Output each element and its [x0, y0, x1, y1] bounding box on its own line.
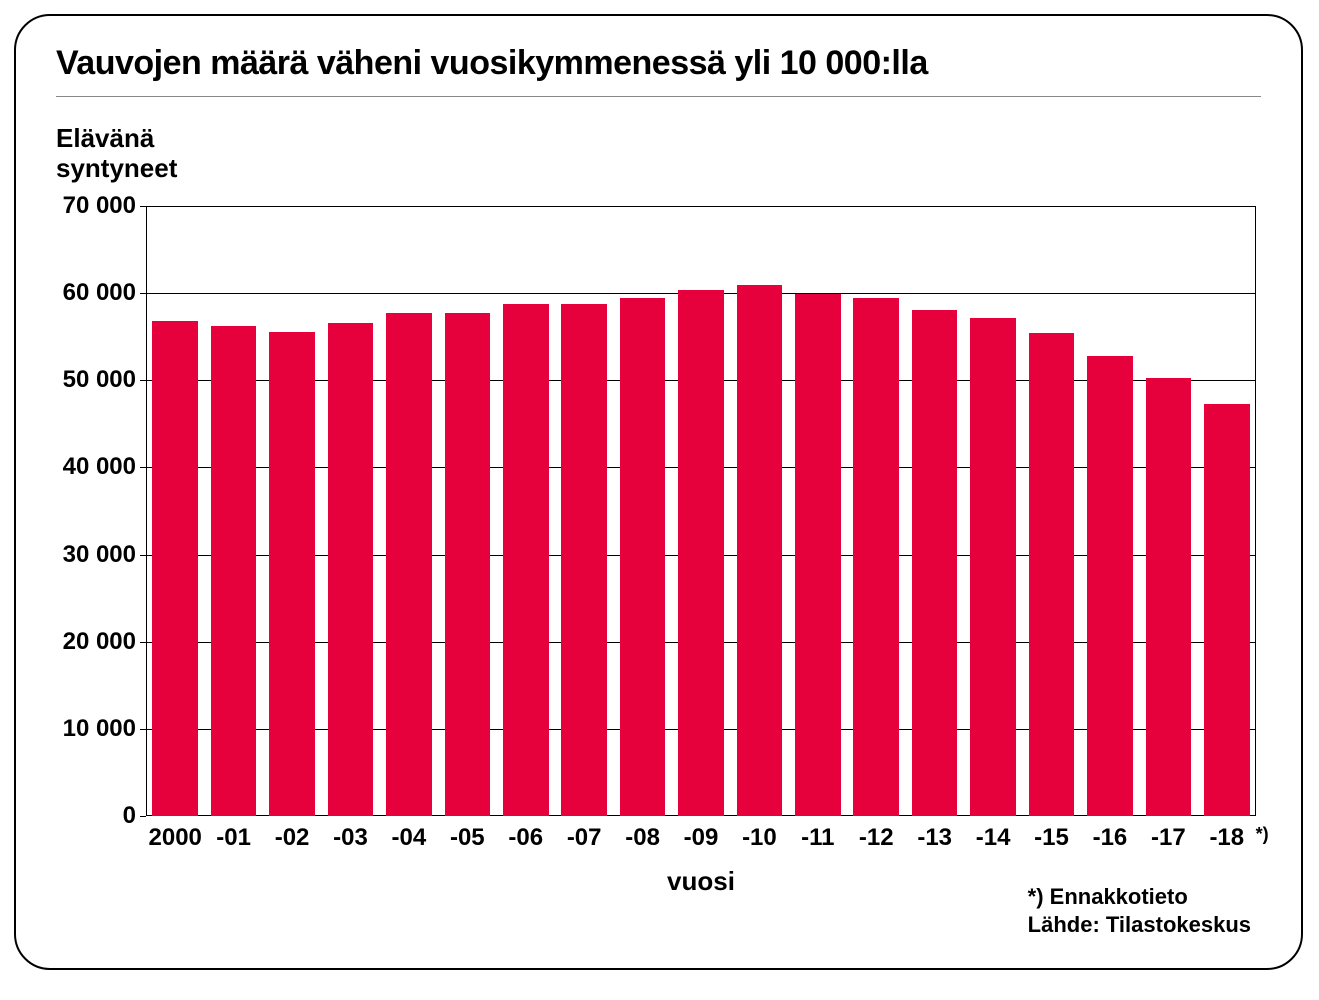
x-tick-label: -12 [859, 824, 894, 852]
x-tick-label: -01 [216, 824, 251, 852]
bar [211, 326, 257, 816]
bar [912, 310, 958, 816]
y-tick-mark [140, 380, 146, 381]
bar [1146, 378, 1192, 816]
y-tick-label: 70 000 [46, 192, 136, 220]
x-tick-label: -07 [567, 824, 602, 852]
x-tick-label: -14 [976, 824, 1011, 852]
chart-footnote: *) Ennakkotieto Lähde: Tilastokeskus [1028, 883, 1251, 938]
y-tick-label: 10 000 [46, 715, 136, 743]
bar [1087, 356, 1133, 816]
bar [737, 285, 783, 816]
title-rule [56, 96, 1261, 97]
x-tick-label: -18 [1209, 824, 1244, 852]
plot-area: 010 00020 00030 00040 00050 00060 00070 … [146, 206, 1256, 816]
bar [620, 298, 666, 817]
x-tick-label: -10 [742, 824, 777, 852]
y-tick-label: 60 000 [46, 279, 136, 307]
bar [678, 290, 724, 816]
x-tick-label: -03 [333, 824, 368, 852]
bar [970, 318, 1016, 816]
x-tick-suffix: *) [1256, 824, 1269, 845]
bar [1029, 333, 1075, 816]
y-tick-label: 0 [46, 802, 136, 830]
bar [328, 323, 374, 816]
x-tick-label: -08 [625, 824, 660, 852]
y-tick-label: 30 000 [46, 541, 136, 569]
x-tick-label: -04 [392, 824, 427, 852]
x-tick-label: -09 [684, 824, 719, 852]
chart-frame: Vauvojen määrä väheni vuosikymmenessä yl… [14, 14, 1303, 970]
bar [1204, 404, 1250, 816]
bar [152, 321, 198, 816]
x-tick-label: -02 [275, 824, 310, 852]
bars-container [146, 206, 1256, 816]
x-tick-label: -15 [1034, 824, 1069, 852]
bar [269, 332, 315, 817]
y-tick-label: 50 000 [46, 366, 136, 394]
y-tick-label: 20 000 [46, 628, 136, 656]
x-tick-label: -11 [801, 824, 834, 852]
x-tick-label: -16 [1093, 824, 1128, 852]
bar [853, 298, 899, 817]
bar [795, 294, 841, 816]
x-tick-label: 2000 [149, 824, 202, 852]
y-tick-mark [140, 555, 146, 556]
y-tick-mark [140, 467, 146, 468]
x-axis-label: vuosi [667, 866, 735, 897]
y-tick-mark [140, 293, 146, 294]
y-tick-mark [140, 816, 146, 817]
bar [503, 304, 549, 816]
x-tick-label: -17 [1151, 824, 1186, 852]
y-tick-mark [140, 642, 146, 643]
y-tick-label: 40 000 [46, 453, 136, 481]
bar [445, 313, 491, 816]
bar [386, 313, 432, 816]
x-tick-label: -06 [508, 824, 543, 852]
x-tick-label: -13 [917, 824, 952, 852]
bar [561, 304, 607, 816]
y-axis-label: Elävänä syntyneet [56, 124, 177, 184]
x-tick-label: -05 [450, 824, 485, 852]
y-tick-mark [140, 729, 146, 730]
y-tick-mark [140, 206, 146, 207]
chart-title: Vauvojen määrä väheni vuosikymmenessä yl… [56, 44, 928, 83]
